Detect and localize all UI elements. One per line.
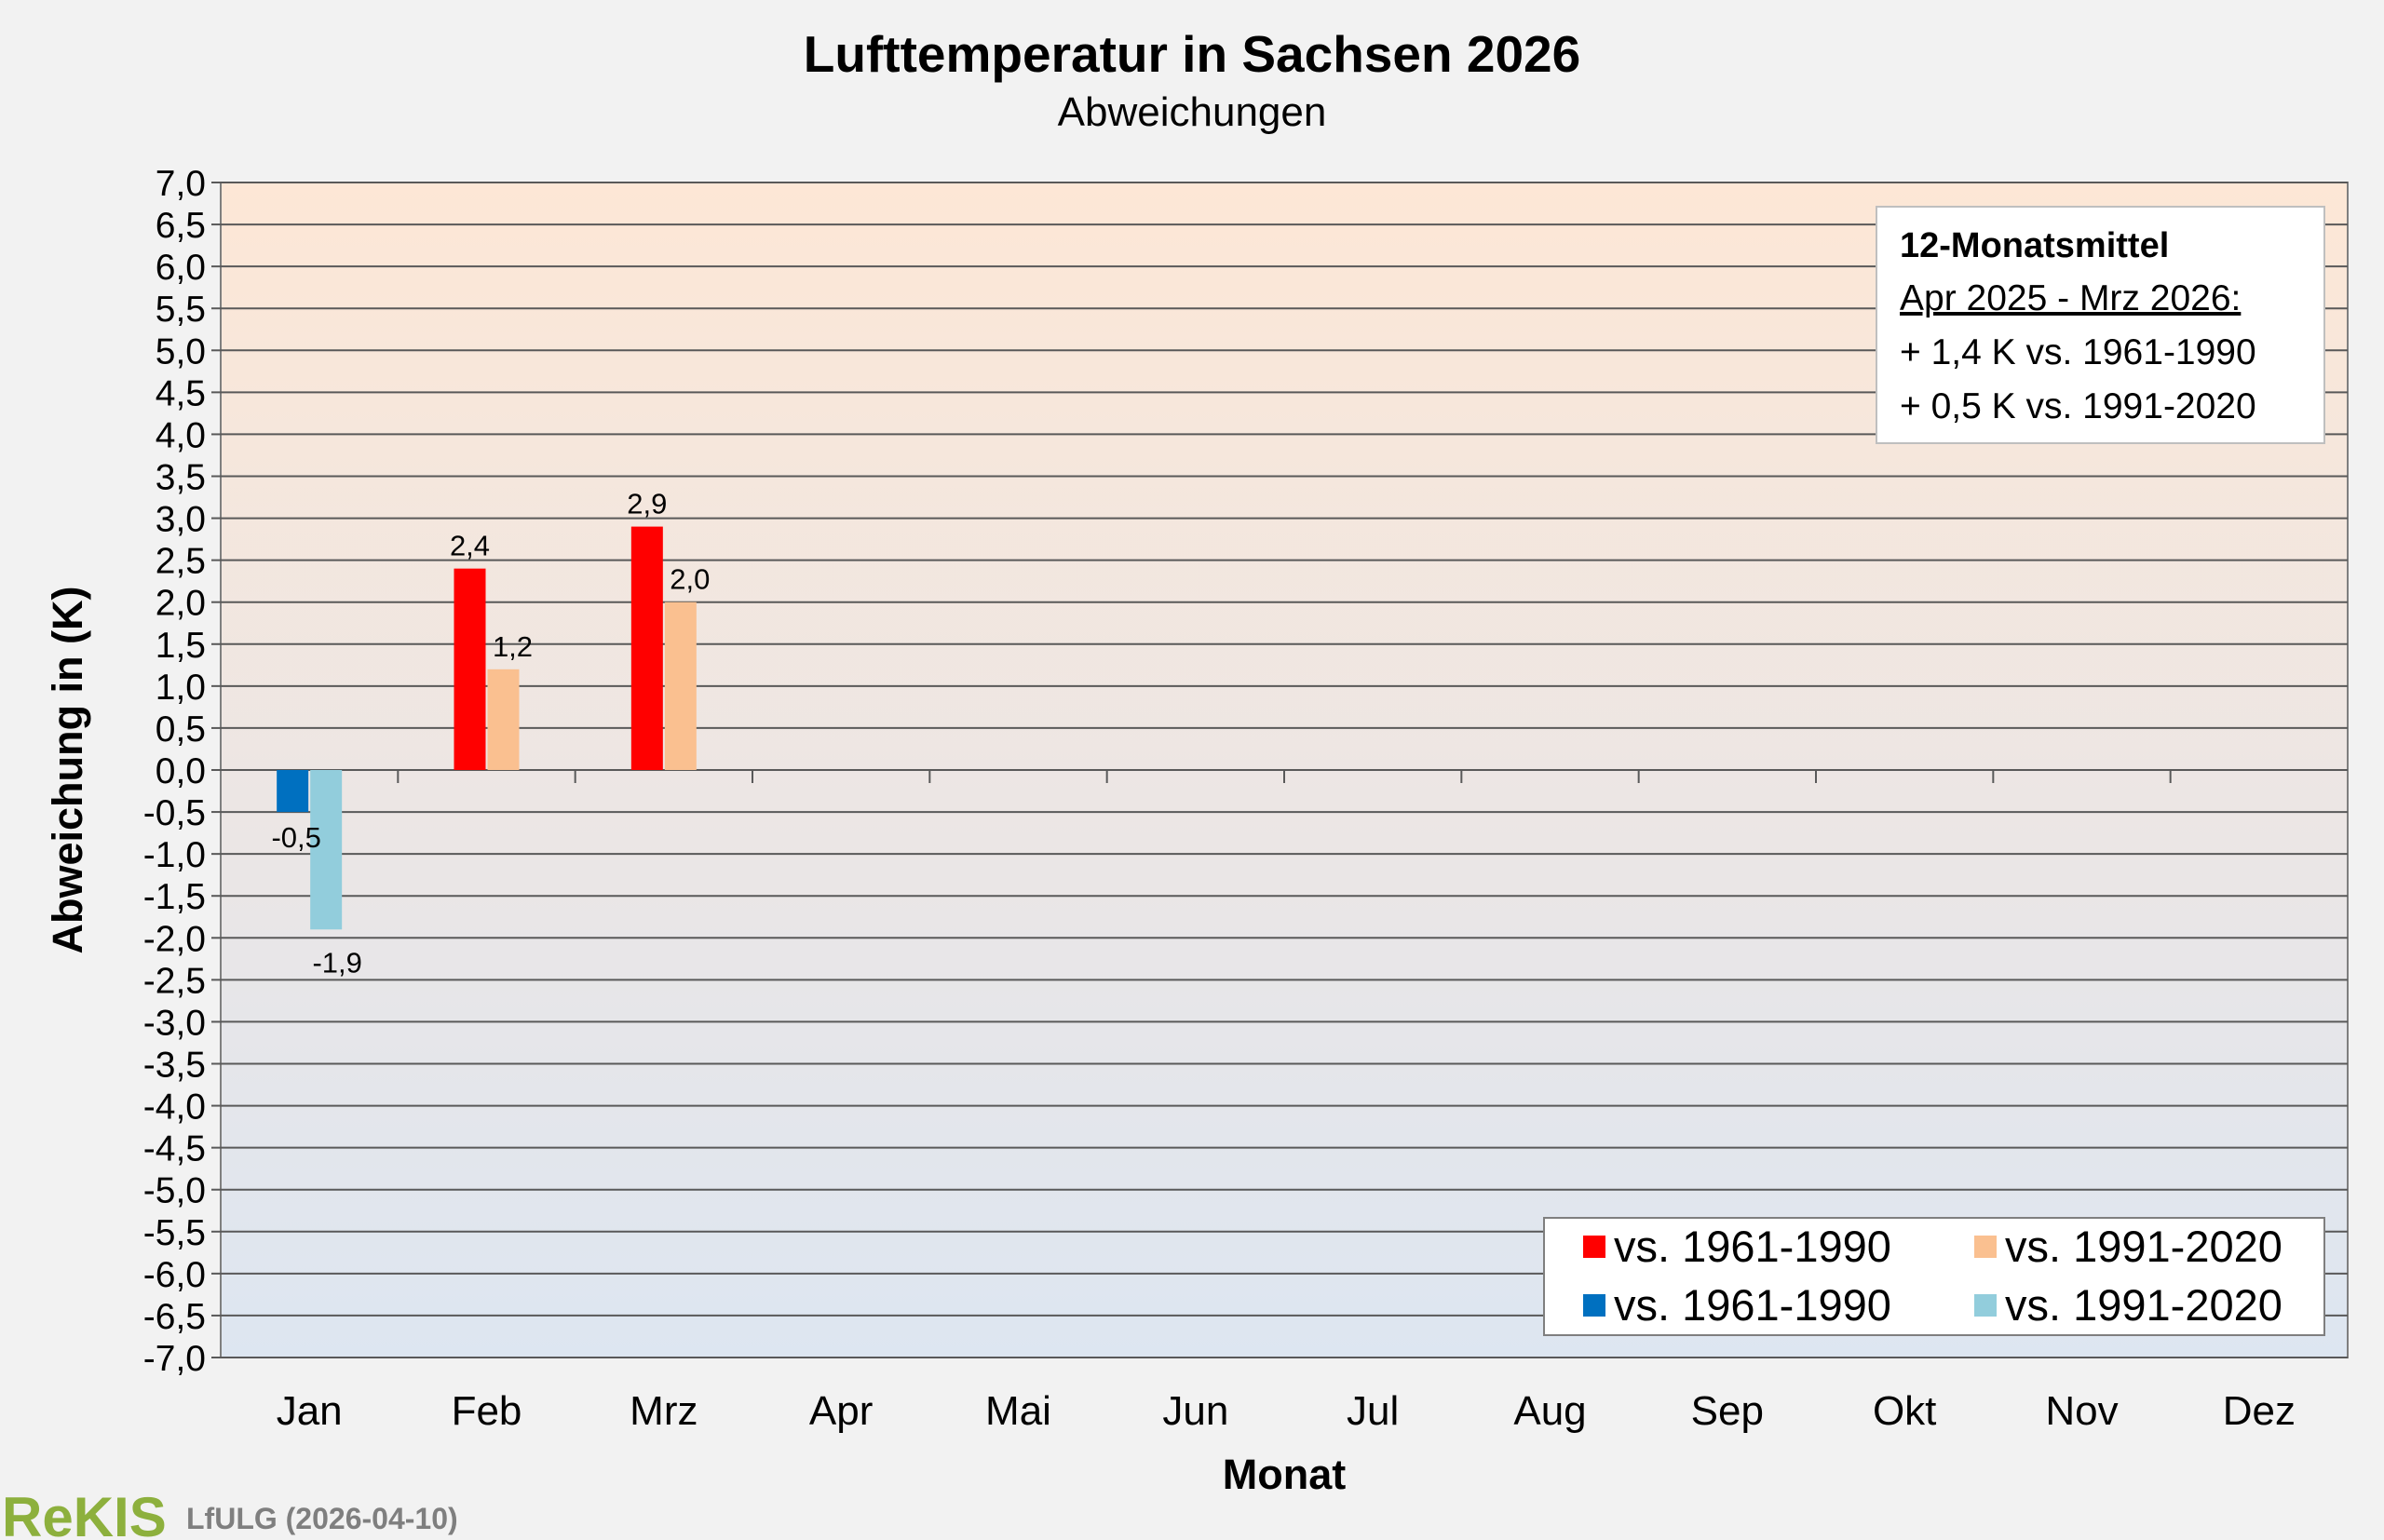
y-tick-label: -1,5 bbox=[143, 877, 206, 917]
y-tick-label: -6,5 bbox=[143, 1297, 206, 1337]
y-tick-label: 1,5 bbox=[156, 626, 206, 666]
legend: vs. 1961-1990 vs. 1991-2020 vs. 1961-199… bbox=[1543, 1217, 2325, 1336]
bar-value-label: -1,9 bbox=[312, 946, 361, 979]
y-tick-label: 5,0 bbox=[156, 331, 206, 371]
y-tick-label: 6,0 bbox=[156, 248, 206, 288]
info-box: 12-Monatsmittel Apr 2025 - Mrz 2026: + 1… bbox=[1876, 206, 2325, 444]
x-axis-label: Monat bbox=[1223, 1451, 1346, 1498]
info-box-line-2: + 0,5 K vs. 1991-2020 bbox=[1900, 386, 2256, 426]
data-labels: -0,5 2,4 2,9 -1,9 1,2 2,0 bbox=[271, 488, 710, 979]
legend-entry-2: vs. 1991-2020 bbox=[2005, 1222, 2282, 1271]
x-tick-label: Jul bbox=[1347, 1388, 1399, 1434]
y-tick-label: -3,5 bbox=[143, 1046, 206, 1086]
y-tick-label: 4,5 bbox=[156, 373, 206, 413]
bar-value-label: 1,2 bbox=[493, 630, 533, 663]
info-box-frame bbox=[1876, 206, 2325, 444]
chart-subtitle: Abweichungen bbox=[1058, 89, 1327, 135]
y-tick-label: -2,0 bbox=[143, 919, 206, 959]
x-tick-label: Aug bbox=[1513, 1388, 1586, 1434]
bar bbox=[454, 568, 486, 770]
y-tick-label: 5,5 bbox=[156, 290, 206, 330]
info-box-line-1: + 1,4 K vs. 1961-1990 bbox=[1900, 332, 2256, 372]
bar-value-label: -0,5 bbox=[271, 821, 320, 854]
y-tick-label: -4,0 bbox=[143, 1087, 206, 1128]
legend-swatch-4 bbox=[1974, 1294, 1997, 1317]
y-tick-label: -3,0 bbox=[143, 1003, 206, 1043]
bars bbox=[277, 526, 697, 930]
x-tick-label: Jan bbox=[277, 1388, 343, 1434]
legend-swatch-3 bbox=[1583, 1294, 1605, 1317]
y-tick-label: 2,5 bbox=[156, 542, 206, 582]
y-tick-label: -5,5 bbox=[143, 1213, 206, 1253]
y-axis-ticks: 7,06,56,05,55,04,54,03,53,02,52,01,51,00… bbox=[143, 164, 206, 1379]
y-tick-label: 1,0 bbox=[156, 668, 206, 708]
info-box-title: 12-Monatsmittel bbox=[1900, 226, 2169, 265]
x-tick-label: Nov bbox=[2045, 1388, 2118, 1434]
legend-frame bbox=[1543, 1217, 2325, 1336]
legend-entry-1: vs. 1961-1990 bbox=[1614, 1222, 1891, 1271]
y-tick-label: 0,0 bbox=[156, 751, 206, 791]
y-tick-label: 3,5 bbox=[156, 458, 206, 498]
y-tick-label: -6,0 bbox=[143, 1255, 206, 1295]
legend-entry-4: vs. 1991-2020 bbox=[2005, 1280, 2282, 1330]
legend-swatch-2 bbox=[1974, 1236, 1997, 1258]
bar bbox=[277, 770, 309, 813]
x-axis-ticks: Jan Feb Mrz Apr Mai Jun Jul Aug Sep Okt Nov Dez bbox=[277, 1388, 2296, 1434]
x-tick-label: Mai bbox=[985, 1388, 1051, 1434]
source-credit: LfULG (2026-04-10) bbox=[186, 1502, 458, 1535]
y-tick-label: 0,5 bbox=[156, 709, 206, 750]
bar bbox=[664, 601, 697, 770]
x-tick-label: Feb bbox=[452, 1388, 522, 1434]
y-tick-label: 2,0 bbox=[156, 584, 206, 624]
y-tick-label: 6,5 bbox=[156, 206, 206, 246]
y-tick-label: 3,0 bbox=[156, 500, 206, 540]
legend-entry-3: vs. 1961-1990 bbox=[1614, 1280, 1891, 1330]
y-axis-label: Abweichung in (K) bbox=[44, 587, 91, 954]
bar bbox=[487, 669, 520, 770]
bar bbox=[310, 770, 343, 930]
bar-value-label: 2,4 bbox=[450, 530, 490, 562]
x-tick-label: Jun bbox=[1162, 1388, 1228, 1434]
y-tick-label: 7,0 bbox=[156, 164, 206, 204]
x-tick-label: Okt bbox=[1873, 1388, 1936, 1434]
y-tick-label: -4,5 bbox=[143, 1129, 206, 1169]
x-tick-label: Apr bbox=[809, 1388, 873, 1434]
legend-swatch-1 bbox=[1583, 1236, 1605, 1258]
y-tick-label: -5,0 bbox=[143, 1171, 206, 1211]
chart-title: Lufttemperatur in Sachsen 2026 bbox=[804, 25, 1580, 83]
bar-value-label: 2,0 bbox=[670, 563, 710, 596]
y-tick-label: -0,5 bbox=[143, 793, 206, 833]
y-tick-label: -1,0 bbox=[143, 835, 206, 875]
y-tick-label: -2,5 bbox=[143, 961, 206, 1001]
bar bbox=[630, 526, 663, 770]
info-box-period: Apr 2025 - Mrz 2026: bbox=[1900, 278, 2241, 318]
bar-value-label: 2,9 bbox=[627, 488, 667, 520]
x-tick-label: Mrz bbox=[630, 1388, 698, 1434]
x-tick-label: Dez bbox=[2223, 1388, 2296, 1434]
rekis-logo: ReKIS bbox=[2, 1486, 167, 1540]
y-tick-label: 4,0 bbox=[156, 415, 206, 455]
x-tick-label: Sep bbox=[1691, 1388, 1764, 1434]
y-tick-label: -7,0 bbox=[143, 1339, 206, 1379]
